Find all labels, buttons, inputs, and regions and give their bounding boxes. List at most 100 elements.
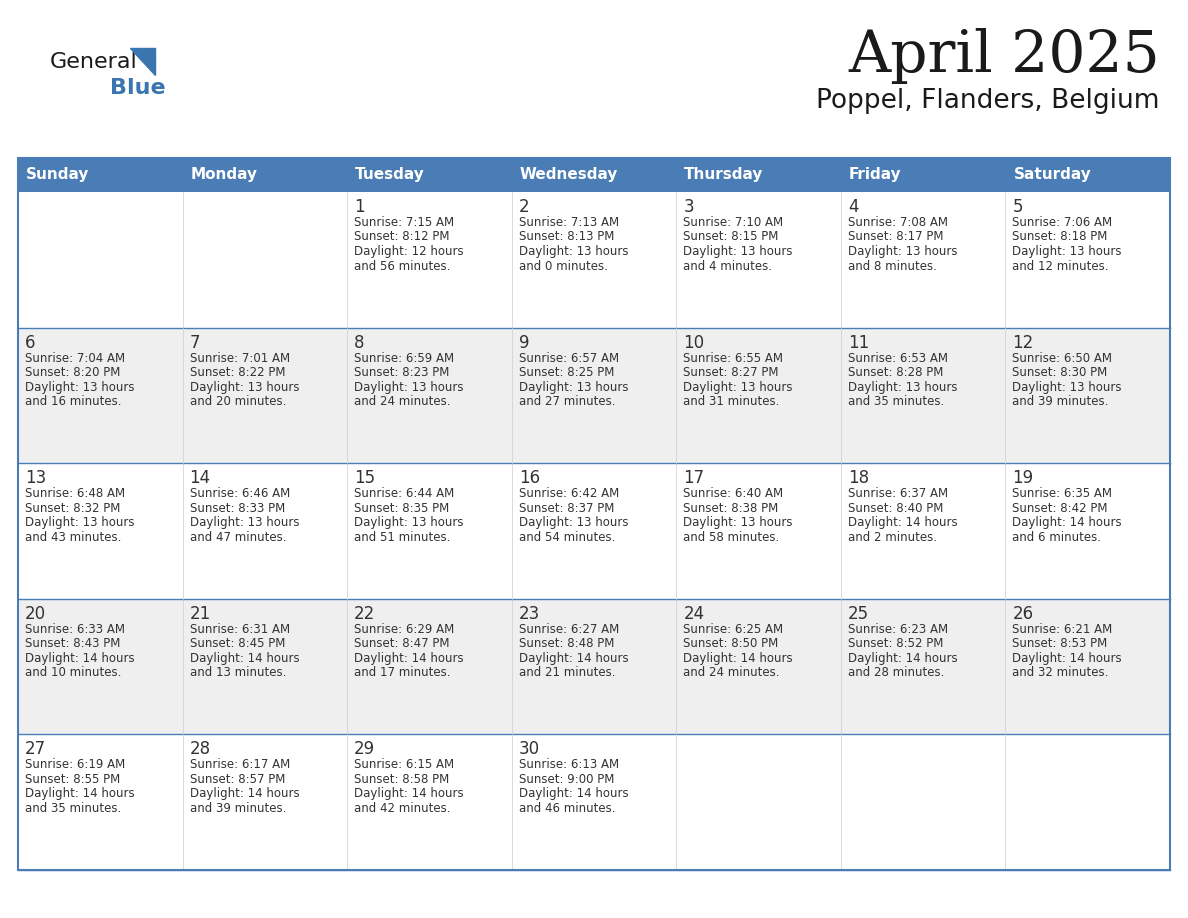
Bar [18,158,1170,870]
Text: Sunset: 8:17 PM: Sunset: 8:17 PM [848,230,943,243]
Bar [347,464,512,599]
Text: Sunset: 8:40 PM: Sunset: 8:40 PM [848,502,943,515]
Text: Daylight: 13 hours: Daylight: 13 hours [519,381,628,394]
Text: Sunset: 8:57 PM: Sunset: 8:57 PM [190,773,285,786]
Text: 4: 4 [848,198,859,216]
Text: and 56 minutes.: and 56 minutes. [354,260,450,273]
Text: Sunset: 8:55 PM: Sunset: 8:55 PM [25,773,120,786]
Text: Daylight: 13 hours: Daylight: 13 hours [1012,381,1121,394]
Text: 3: 3 [683,198,694,216]
Bar [676,464,841,599]
Text: 22: 22 [354,605,375,622]
Text: Sunrise: 6:48 AM: Sunrise: 6:48 AM [25,487,125,500]
Text: Daylight: 13 hours: Daylight: 13 hours [519,516,628,529]
Text: Sunrise: 6:44 AM: Sunrise: 6:44 AM [354,487,454,500]
Bar [841,599,1005,734]
Text: Sunrise: 6:53 AM: Sunrise: 6:53 AM [848,352,948,364]
Text: 10: 10 [683,333,704,352]
Text: Sunrise: 6:17 AM: Sunrise: 6:17 AM [190,758,290,771]
Bar [676,192,841,328]
Text: 12: 12 [1012,333,1034,352]
Bar [1005,328,1170,464]
Text: Sunrise: 7:15 AM: Sunrise: 7:15 AM [354,216,454,229]
Text: and 4 minutes.: and 4 minutes. [683,260,772,273]
Text: Sunrise: 6:33 AM: Sunrise: 6:33 AM [25,622,125,636]
Text: Daylight: 14 hours: Daylight: 14 hours [1012,652,1121,665]
Text: Wednesday: Wednesday [519,167,618,183]
Bar [18,734,183,870]
Text: Daylight: 13 hours: Daylight: 13 hours [683,516,792,529]
Bar [676,328,841,464]
Text: 11: 11 [848,333,870,352]
Text: Sunset: 8:18 PM: Sunset: 8:18 PM [1012,230,1107,243]
Text: 7: 7 [190,333,200,352]
Text: Sunrise: 6:23 AM: Sunrise: 6:23 AM [848,622,948,636]
Text: Sunset: 8:42 PM: Sunset: 8:42 PM [1012,502,1108,515]
Text: Daylight: 14 hours: Daylight: 14 hours [190,788,299,800]
Text: Sunset: 8:23 PM: Sunset: 8:23 PM [354,366,449,379]
Text: and 54 minutes.: and 54 minutes. [519,531,615,543]
Text: 8: 8 [354,333,365,352]
Bar [512,599,676,734]
Text: Sunrise: 6:57 AM: Sunrise: 6:57 AM [519,352,619,364]
Text: Daylight: 13 hours: Daylight: 13 hours [354,516,463,529]
Text: Sunday: Sunday [26,167,89,183]
Bar [512,734,676,870]
Bar [1005,464,1170,599]
Text: Sunset: 8:12 PM: Sunset: 8:12 PM [354,230,449,243]
Text: Sunset: 8:20 PM: Sunset: 8:20 PM [25,366,120,379]
Bar [1005,192,1170,328]
Bar [183,158,347,192]
Text: Sunrise: 6:15 AM: Sunrise: 6:15 AM [354,758,454,771]
Bar [18,328,183,464]
Text: Saturday: Saturday [1013,167,1092,183]
Text: Sunset: 8:35 PM: Sunset: 8:35 PM [354,502,449,515]
Text: 23: 23 [519,605,541,622]
Bar [676,599,841,734]
Text: Sunset: 8:58 PM: Sunset: 8:58 PM [354,773,449,786]
Polygon shape [129,48,154,75]
Text: Sunrise: 7:06 AM: Sunrise: 7:06 AM [1012,216,1112,229]
Text: Daylight: 14 hours: Daylight: 14 hours [848,516,958,529]
Text: Sunrise: 6:29 AM: Sunrise: 6:29 AM [354,622,454,636]
Text: 15: 15 [354,469,375,487]
Text: Thursday: Thursday [684,167,764,183]
Bar [347,734,512,870]
Text: Daylight: 14 hours: Daylight: 14 hours [1012,516,1121,529]
Text: Daylight: 13 hours: Daylight: 13 hours [25,381,134,394]
Text: 6: 6 [25,333,36,352]
Text: Sunset: 8:30 PM: Sunset: 8:30 PM [1012,366,1107,379]
Bar [676,158,841,192]
Bar [18,158,183,192]
Text: Sunrise: 7:13 AM: Sunrise: 7:13 AM [519,216,619,229]
Bar [1005,158,1170,192]
Text: Sunrise: 7:08 AM: Sunrise: 7:08 AM [848,216,948,229]
Text: Blue: Blue [110,78,165,98]
Text: 27: 27 [25,741,46,758]
Text: and 24 minutes.: and 24 minutes. [354,395,450,409]
Bar [512,192,676,328]
Text: Friday: Friday [849,167,902,183]
Text: and 35 minutes.: and 35 minutes. [25,802,121,815]
Text: and 20 minutes.: and 20 minutes. [190,395,286,409]
Text: Monday: Monday [190,167,258,183]
Bar [18,464,183,599]
Text: Sunset: 8:25 PM: Sunset: 8:25 PM [519,366,614,379]
Text: 26: 26 [1012,605,1034,622]
Text: and 31 minutes.: and 31 minutes. [683,395,779,409]
Bar [183,192,347,328]
Text: 25: 25 [848,605,868,622]
Text: Daylight: 13 hours: Daylight: 13 hours [683,245,792,258]
Text: and 12 minutes.: and 12 minutes. [1012,260,1108,273]
Text: 9: 9 [519,333,529,352]
Text: Sunset: 8:28 PM: Sunset: 8:28 PM [848,366,943,379]
Text: Sunrise: 7:01 AM: Sunrise: 7:01 AM [190,352,290,364]
Text: and 58 minutes.: and 58 minutes. [683,531,779,543]
Bar [183,328,347,464]
Text: and 13 minutes.: and 13 minutes. [190,666,286,679]
Text: Daylight: 13 hours: Daylight: 13 hours [848,245,958,258]
Text: and 16 minutes.: and 16 minutes. [25,395,121,409]
Text: and 28 minutes.: and 28 minutes. [848,666,944,679]
Text: Sunset: 8:53 PM: Sunset: 8:53 PM [1012,637,1107,650]
Text: Sunset: 8:32 PM: Sunset: 8:32 PM [25,502,120,515]
